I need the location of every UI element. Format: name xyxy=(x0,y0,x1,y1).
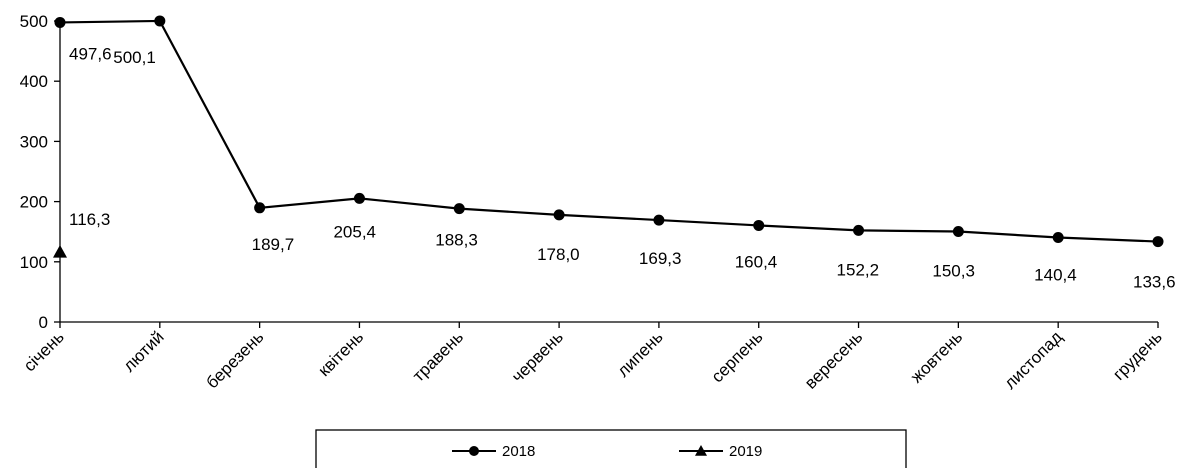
x-tick-label: листопад xyxy=(1001,327,1066,392)
x-tick-label: серпень xyxy=(708,327,767,386)
point-2018-лютий xyxy=(154,15,166,27)
point-2018-серпень xyxy=(753,219,765,231)
data-label-2018: 150,3 xyxy=(932,262,975,281)
legend-label-2018: 2018 xyxy=(502,443,535,460)
x-tick-label: січень xyxy=(20,327,68,375)
data-label-2018: 152,2 xyxy=(837,260,880,279)
series-line-2018 xyxy=(59,19,1159,243)
point-2018-липень xyxy=(653,214,665,226)
data-labels: 497,6 500,1 189,7 205,4 188,3 178,0 169,3 160,4… xyxy=(69,44,1176,291)
data-label-2018: 133,6 xyxy=(1133,273,1176,292)
point-2018-квітень xyxy=(353,192,365,204)
data-label-2018: 500,1 xyxy=(113,48,156,67)
series-layer xyxy=(53,15,1164,258)
point-2018-червень xyxy=(553,209,565,221)
y-tick-label: 0 xyxy=(39,313,48,332)
point-2018-грудень xyxy=(1152,236,1164,248)
legend-label-2019: 2019 xyxy=(729,443,762,460)
x-tick-label: червень xyxy=(508,327,567,386)
x-tick-label: березень xyxy=(203,327,268,392)
y-tick-label: 400 xyxy=(20,72,48,91)
x-tick-label: липень xyxy=(613,327,666,380)
point-2019-січень xyxy=(53,244,67,258)
data-label-2018: 188,3 xyxy=(435,231,478,250)
data-label-2019: 116,3 xyxy=(69,210,110,229)
data-label-2018: 178,0 xyxy=(537,245,580,264)
point-2018-березень xyxy=(254,202,266,214)
x-tick-label: грудень xyxy=(1109,327,1166,384)
y-tick-label: 200 xyxy=(20,193,48,212)
y-tick-label: 300 xyxy=(20,132,48,151)
legend: 2018 2019 xyxy=(315,429,907,468)
x-tick-label: вересень xyxy=(801,327,866,392)
x-tick-label: лютий xyxy=(120,327,168,375)
data-label-2018: 169,3 xyxy=(639,249,682,268)
data-label-2018: 160,4 xyxy=(735,252,778,271)
point-2018-жовтень xyxy=(952,226,964,238)
y-tick-label: 100 xyxy=(20,253,48,272)
point-2018-листопад xyxy=(1052,231,1064,243)
data-label-2018: 140,4 xyxy=(1034,265,1077,284)
point-2018-травень xyxy=(453,203,465,215)
axes: 0 100 200 300 400 500 січень лютий березень квіте… xyxy=(20,12,1166,393)
data-label-2018: 497,6 xyxy=(69,44,112,63)
legend-marker-2019 xyxy=(695,445,707,456)
legend-marker-2018 xyxy=(469,446,479,456)
data-label-2018: 189,7 xyxy=(252,235,295,254)
data-label-2018: 205,4 xyxy=(333,222,376,241)
point-2018-вересень xyxy=(853,224,865,236)
legend-box xyxy=(315,429,907,468)
y-tick-label: 500 xyxy=(20,12,48,31)
x-tick-label: травень xyxy=(409,327,467,385)
x-tick-label: жовтень xyxy=(907,327,966,386)
point-2018-січень xyxy=(54,16,66,28)
x-tick-label: квітень xyxy=(315,327,368,380)
